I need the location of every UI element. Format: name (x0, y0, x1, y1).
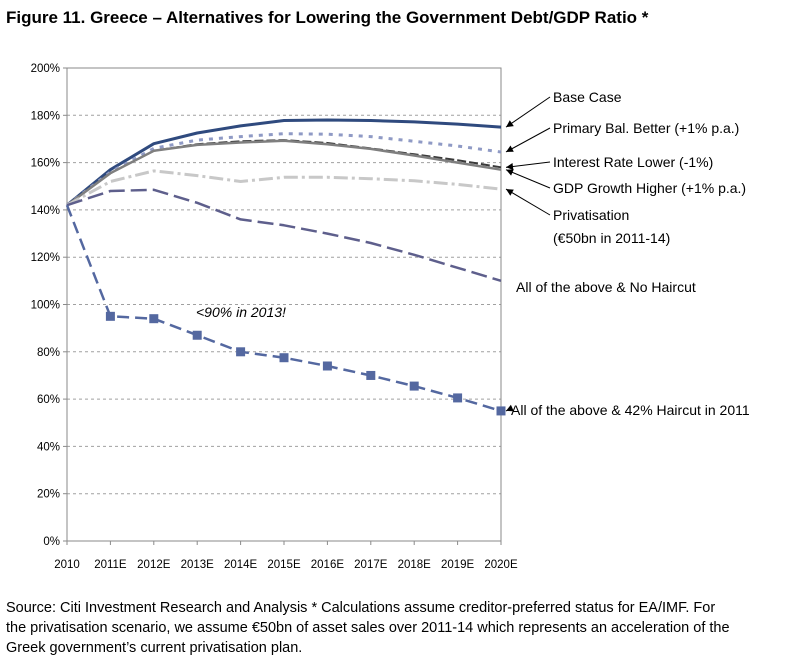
label-arrow-head (506, 120, 514, 128)
data-point-marker (149, 314, 159, 324)
series-label-primary-bal-better-1-p-a: Primary Bal. Better (+1% p.a.) (553, 120, 739, 136)
series-line-all-of-the-above-no-haircut (66, 188, 502, 282)
series-label-base-case: Base Case (553, 89, 622, 105)
series-line-base-case (66, 118, 502, 207)
x-axis: 2010 2011E 2012E 2013E 2014E 2015E 2016E 2017E 2… (54, 541, 518, 571)
series-label-gdp-growth-higher-1-p-a: GDP Growth Higher (+1% p.a.) (553, 180, 746, 196)
x-tick-label: 2019E (441, 559, 475, 571)
annotation-text: <90% in 2013! (196, 304, 286, 320)
x-tick-label: 2012E (137, 559, 171, 571)
label-arrow-line (505, 161, 551, 168)
x-tick-label: 2015E (267, 559, 301, 571)
label-arrow-line (505, 127, 551, 153)
chart-title: Figure 11. Greece – Alternatives for Low… (6, 8, 649, 27)
y-tick-label: 100% (31, 300, 60, 312)
label-arrow-head (506, 163, 514, 170)
data-point-marker (409, 381, 419, 391)
label-arrow-head (506, 145, 514, 152)
label-arrow-head (506, 189, 514, 196)
y-tick-label: 0% (43, 536, 60, 548)
data-point-marker (192, 330, 202, 340)
y-tick-label: 120% (31, 252, 60, 264)
series-label-all-of-the-above-no-haircut: All of the above & No Haircut (516, 279, 696, 295)
label-arrow-head (506, 169, 514, 176)
data-point-marker (236, 347, 246, 357)
series-line-interest-rate-lower-1 (66, 139, 502, 207)
x-tick-label: 2011E (94, 559, 127, 571)
x-tick-label: 2020E (484, 559, 518, 571)
series-label-all-of-the-above-42-haircut-in-2011: All of the above & 42% Haircut in 2011 (511, 402, 750, 418)
data-point-marker (279, 353, 289, 363)
x-tick-label: 2013E (181, 559, 215, 571)
x-tick-label: 2010 (54, 559, 80, 571)
series-labels: Base Case Primary Bal. Better (+1% p.a.) I… (511, 89, 750, 418)
y-tick-label: 140% (31, 205, 60, 217)
data-point-marker (366, 370, 376, 380)
series-line-primary-bal-better-1-p-a (66, 132, 502, 207)
label-arrow-head (506, 404, 514, 412)
line-chart: 0% 20% 40% 60% 80% 100% 120% 140% 160% 180% 200% 2… (31, 63, 750, 571)
source-note: Source: Citi Investment Research and Ana… (6, 598, 791, 658)
label-arrow-line (505, 169, 551, 189)
label-arrow-line (505, 96, 551, 128)
series-label-interest-rate-lower-1: Interest Rate Lower (-1%) (553, 154, 713, 170)
series-lines (65, 118, 506, 416)
series-label-50bn-in-2011-14: (€50bn in 2011-14) (553, 230, 670, 246)
data-point-marker (496, 406, 506, 416)
x-tick-label: 2017E (354, 559, 388, 571)
x-tick-label: 2016E (311, 559, 345, 571)
y-tick-label: 20% (37, 489, 60, 501)
y-tick-label: 40% (37, 441, 60, 453)
label-arrows (505, 96, 551, 412)
series-line-privatisation (66, 169, 502, 207)
label-arrow-line (505, 188, 551, 216)
source-line-1: Source: Citi Investment Research and Ana… (6, 600, 716, 616)
data-point-marker (322, 361, 332, 371)
y-tick-label: 80% (37, 347, 60, 359)
y-tick-label: 180% (31, 110, 60, 122)
y-tick-label: 60% (37, 394, 60, 406)
x-tick-label: 2014E (224, 559, 258, 571)
series-label-privatisation: Privatisation (553, 207, 629, 223)
data-point-marker (453, 393, 463, 403)
data-point-marker (105, 311, 115, 321)
series-line-gdp-growth-higher-1-p-a (66, 139, 502, 207)
source-line-2: the privatisation scenario, we assume €5… (6, 620, 730, 636)
source-line-3: Greek government’s current privatisation… (6, 640, 303, 656)
y-tick-label: 160% (31, 158, 60, 170)
y-axis: 0% 20% 40% 60% 80% 100% 120% 140% 160% 180% 200% (31, 63, 67, 548)
x-tick-label: 2018E (398, 559, 432, 571)
gridlines (67, 114, 501, 495)
y-tick-label: 200% (31, 63, 60, 75)
